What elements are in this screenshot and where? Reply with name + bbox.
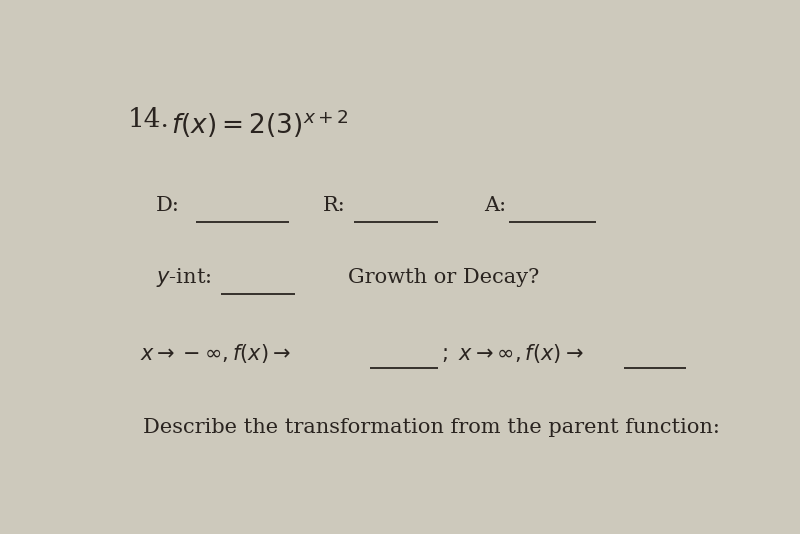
Text: $;\ x \rightarrow \infty, f(x) \rightarrow$: $;\ x \rightarrow \infty, f(x) \rightarr… <box>441 342 583 365</box>
Text: $y$-int:: $y$-int: <box>156 266 211 289</box>
Text: $f(x) = 2(3)^{x+2}$: $f(x) = 2(3)^{x+2}$ <box>171 107 349 140</box>
Text: Growth or Decay?: Growth or Decay? <box>348 269 539 287</box>
Text: R:: R: <box>323 197 346 215</box>
Text: Describe the transformation from the parent function:: Describe the transformation from the par… <box>143 419 720 437</box>
Text: $x \rightarrow -\infty, f(x) \rightarrow$: $x \rightarrow -\infty, f(x) \rightarrow… <box>140 342 291 365</box>
Text: D:: D: <box>156 197 180 215</box>
Text: A:: A: <box>485 197 506 215</box>
Text: 14.: 14. <box>128 107 170 132</box>
